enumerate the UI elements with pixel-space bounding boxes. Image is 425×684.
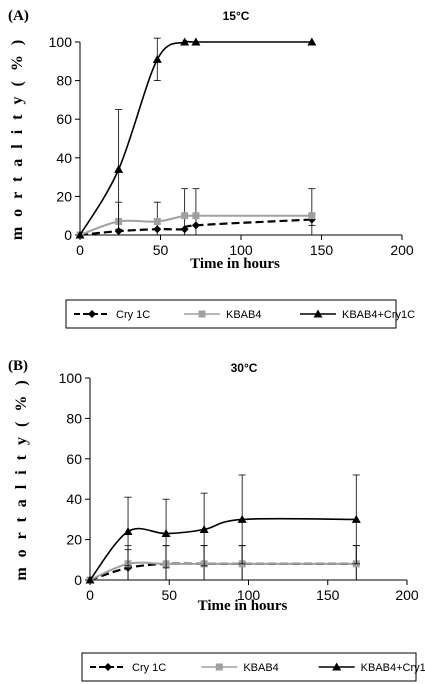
y-tick-label: 100 bbox=[49, 34, 73, 50]
y-axis-label: m o r t a l i t y ( % ) bbox=[9, 37, 26, 240]
y-tick-label: 40 bbox=[56, 150, 72, 166]
legend-box bbox=[65, 299, 397, 329]
chart-panel-a: (A) 15°C 0 20 40 60 80 100 0 50 100 150 200 Time in h… bbox=[8, 8, 415, 329]
x-axis-label: Time in hours bbox=[190, 256, 280, 272]
y-tick-label: 0 bbox=[74, 572, 82, 588]
x-tick-label: 200 bbox=[390, 242, 414, 258]
x-tick-label: 50 bbox=[161, 587, 177, 603]
data-point bbox=[199, 525, 209, 533]
x-tick-label: 200 bbox=[395, 587, 419, 603]
data-point bbox=[191, 37, 201, 46]
data-point bbox=[237, 514, 247, 523]
chart-title: 15°C bbox=[223, 9, 250, 23]
x-tick-label: 100 bbox=[237, 587, 261, 603]
data-point bbox=[123, 527, 133, 536]
x-tick-label: 0 bbox=[76, 242, 84, 258]
data-point bbox=[153, 217, 161, 225]
x-tick-label: 100 bbox=[229, 242, 253, 258]
legend-marker bbox=[313, 309, 323, 318]
y-tick-label: 60 bbox=[66, 451, 82, 467]
legend-label: Cry 1C bbox=[116, 309, 150, 321]
panel-label: (A) bbox=[8, 8, 29, 24]
y-tick-label: 20 bbox=[66, 532, 82, 548]
series-kbab4 bbox=[76, 188, 316, 239]
legend-label: KBAB4+Cry1C bbox=[342, 309, 415, 321]
legend-marker bbox=[198, 310, 206, 318]
legend: Cry 1C KBAB4 KBAB4+Cry1C bbox=[65, 299, 415, 329]
y-axis-label: m o r t a l i t y ( % ) bbox=[13, 377, 30, 580]
x-tick-label: 150 bbox=[316, 587, 340, 603]
series-kbab4-cry1c bbox=[75, 37, 317, 239]
legend-label: KBAB4 bbox=[243, 662, 278, 674]
data-point bbox=[85, 575, 95, 584]
data-point bbox=[307, 37, 317, 46]
data-point bbox=[161, 529, 171, 538]
data-point bbox=[351, 514, 361, 523]
legend-marker bbox=[215, 663, 223, 671]
x-tick-label: 50 bbox=[153, 242, 169, 258]
y-tick-label: 60 bbox=[56, 111, 72, 127]
data-point bbox=[75, 230, 85, 239]
legend-label: KBAB4 bbox=[226, 309, 261, 321]
legend: Cry 1C KBAB4 KBAB4+Cry1C bbox=[81, 652, 425, 682]
data-point bbox=[192, 212, 200, 220]
legend-label: KBAB4+Cry1C bbox=[361, 662, 425, 674]
series-kbab4-cry1c bbox=[85, 474, 361, 584]
legend-marker bbox=[332, 662, 342, 671]
data-point bbox=[114, 164, 124, 173]
series-line bbox=[79, 39, 312, 236]
x-tick-label: 0 bbox=[86, 587, 94, 603]
legend-marker bbox=[104, 663, 112, 671]
chart-title: 30°C bbox=[231, 361, 258, 375]
y-tick-label: 80 bbox=[66, 410, 82, 426]
data-point bbox=[152, 54, 162, 63]
chart-panel-b: (B) 30°C 0 20 40 60 80 100 0 50 100 150 200 Time in h… bbox=[8, 358, 425, 682]
legend-label: Cry 1C bbox=[132, 662, 166, 674]
series-kbab4 bbox=[86, 545, 360, 584]
data-point bbox=[181, 212, 189, 220]
legend-box bbox=[81, 652, 417, 682]
x-axis-label: Time in hours bbox=[198, 598, 288, 614]
y-tick-label: 80 bbox=[56, 73, 72, 89]
x-tick-label: 150 bbox=[310, 242, 334, 258]
data-point bbox=[180, 37, 190, 46]
legend-marker bbox=[88, 310, 96, 318]
y-tick-label: 40 bbox=[66, 491, 82, 507]
y-tick-label: 20 bbox=[56, 188, 72, 204]
data-point bbox=[308, 212, 316, 220]
panel-label: (B) bbox=[8, 358, 28, 374]
y-tick-label: 100 bbox=[59, 370, 83, 386]
y-tick-label: 0 bbox=[64, 227, 72, 243]
